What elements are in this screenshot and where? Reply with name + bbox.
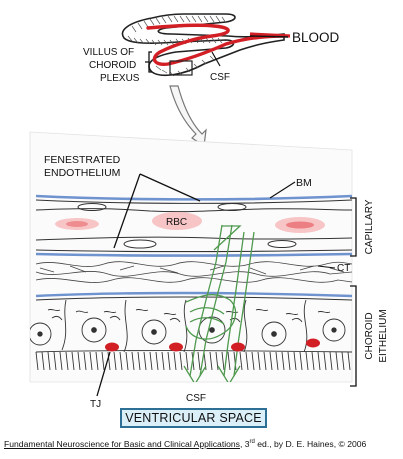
tight-junction-2 xyxy=(169,342,183,352)
tj-label: TJ xyxy=(90,399,101,410)
citation: Fundamental Neuroscience for Basic and C… xyxy=(4,439,400,449)
capillary-lumen xyxy=(35,194,352,257)
blood-leader xyxy=(249,35,289,38)
citation-title: Fundamental Neuroscience for Basic and C… xyxy=(4,439,240,449)
villus-label-line2: CHOROID xyxy=(89,60,136,71)
villus-label-line1: VILLUS OF xyxy=(83,47,134,58)
bm-label: BM xyxy=(296,177,312,189)
fenestrated-label-line2: ENDOTHELIUM xyxy=(44,167,120,179)
ventricular-space-label: VENTRICULAR SPACE xyxy=(125,411,262,425)
choroid-label-line2: EITHELIUM xyxy=(378,309,389,362)
csf-top-label: CSF xyxy=(210,72,230,83)
csf-top-leader xyxy=(211,51,221,67)
tj-leader xyxy=(96,351,111,397)
ct-leader xyxy=(317,265,336,269)
villus-drawing xyxy=(121,13,291,77)
panel-background xyxy=(29,131,353,383)
villus-bracket xyxy=(145,51,152,73)
fenestrated-leader xyxy=(113,173,201,249)
bm-leader xyxy=(269,181,296,199)
tight-junction-1 xyxy=(105,342,119,352)
capillary-label: CAPILLARY xyxy=(364,199,375,254)
ct-label: CT xyxy=(337,263,350,274)
blood-label: BLOOD xyxy=(292,30,340,45)
villus-label-line3: PLEXUS xyxy=(100,73,140,84)
choroid-bracket xyxy=(350,285,357,387)
tight-junction-4 xyxy=(306,338,320,348)
rbc-cell-center xyxy=(152,212,202,230)
csf-flow-arrows xyxy=(183,224,255,382)
blood-vessel xyxy=(146,23,286,67)
tight-junction-3 xyxy=(231,342,245,352)
choroid-label-line1: CHOROID xyxy=(364,312,375,359)
citation-rest: ed., by D. E. Haines, © 2006 xyxy=(254,439,367,449)
capillary-bracket xyxy=(350,197,357,257)
ventricular-space-box: VENTRICULAR SPACE xyxy=(120,408,267,428)
connective-tissue xyxy=(35,261,352,283)
rbc-label: RBC xyxy=(166,217,187,228)
fenestrated-label-line1: FENESTRATED xyxy=(44,154,121,166)
csf-bottom-label: CSF xyxy=(186,393,206,404)
citation-edition-suffix: rd xyxy=(249,439,255,446)
zoom-arrow-icon xyxy=(169,85,207,148)
inset-box xyxy=(169,60,193,76)
citation-edition-number: 3 xyxy=(244,439,250,449)
villus-outline xyxy=(121,13,285,77)
epithelial-cells xyxy=(30,299,352,371)
citation-comma: , xyxy=(239,439,245,449)
